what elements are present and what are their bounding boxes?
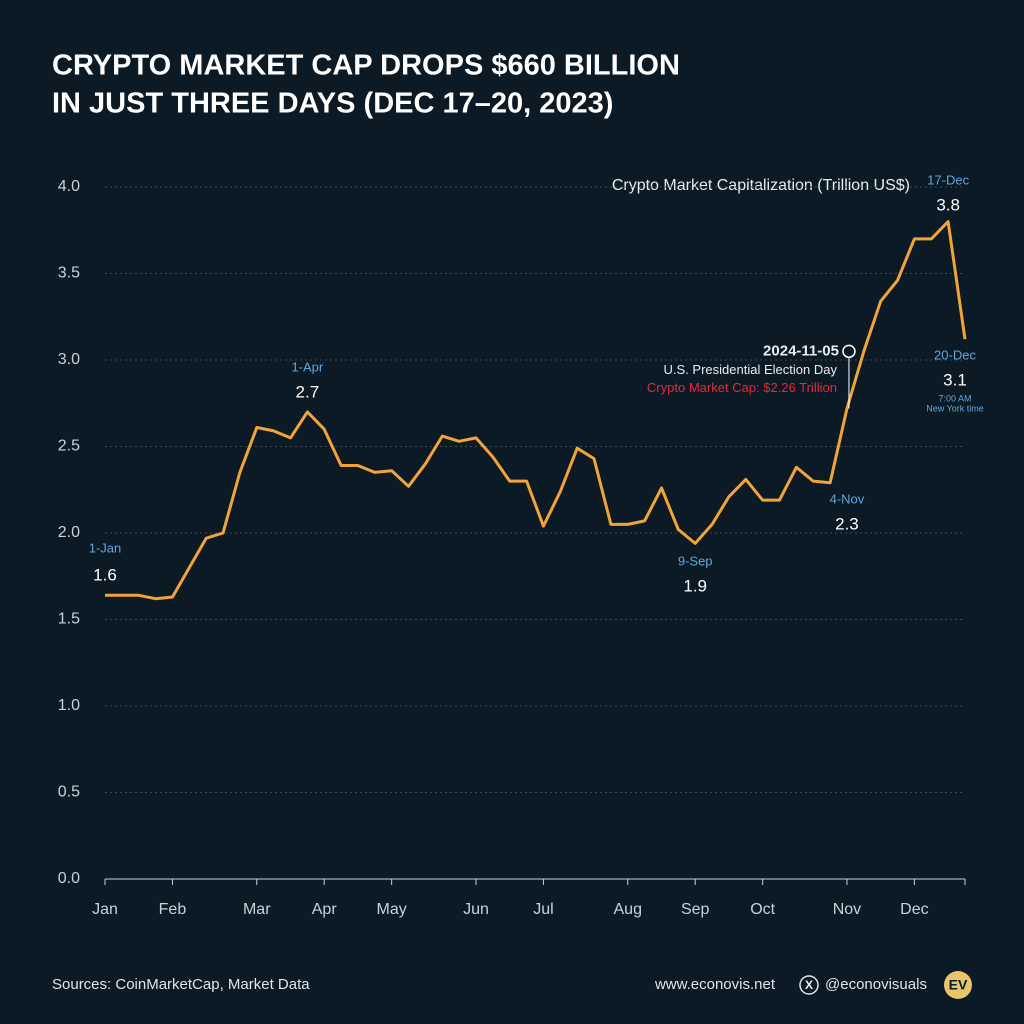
annotation-date: 1-Apr [291, 359, 323, 374]
annotation-value: 2.3 [835, 514, 859, 533]
logo-badge [944, 971, 972, 999]
annotation-value: 2.7 [296, 382, 320, 401]
annotation-value: 3.8 [936, 195, 960, 214]
annotation-date: 20-Dec [934, 347, 976, 362]
y-tick-label: 3.5 [58, 265, 80, 282]
x-tick-label: Oct [750, 901, 775, 918]
x-tick-label: Apr [312, 901, 338, 918]
source: Sources: CoinMarketCap, Market Data [52, 976, 310, 993]
x-icon [799, 975, 819, 995]
x-tick-label: Sep [681, 901, 710, 918]
annotation-date: 9-Sep [678, 553, 713, 568]
x-tick-label: Jun [463, 901, 489, 918]
x-tick-label: Jan [92, 901, 118, 918]
annotation-note: 7:00 AM [938, 393, 971, 403]
x-tick-label: Feb [159, 901, 187, 918]
handle: @econovisuals [825, 976, 927, 993]
y-tick-label: 0.0 [58, 870, 80, 887]
x-tick-label: Nov [833, 901, 861, 918]
annotation-date: 1-Jan [89, 540, 122, 555]
y-tick-label: 4.0 [58, 178, 80, 195]
series-label: Crypto Market Capitalization (Trillion U… [612, 177, 910, 194]
y-tick-label: 2.0 [58, 524, 80, 541]
y-tick-label: 0.5 [58, 784, 80, 801]
x-tick-label: Jul [533, 901, 553, 918]
annotation-value: 1.6 [93, 565, 117, 584]
x-icon-glyph: X [805, 978, 813, 992]
x-tick-label: Dec [900, 901, 928, 918]
y-tick-label: 1.5 [58, 611, 80, 628]
y-tick-label: 2.5 [58, 438, 80, 455]
event-marker [842, 344, 856, 359]
x-tick-label: Mar [243, 901, 271, 918]
website: www.econovis.net [654, 976, 776, 993]
event-text: U.S. Presidential Election Day [664, 362, 838, 377]
data-line [105, 220, 967, 601]
annotation-value: 1.9 [683, 576, 707, 595]
chart-title: IN JUST THREE DAYS (DEC 17–20, 2023) [52, 88, 613, 120]
logo: EV [949, 977, 968, 993]
annotation-date: 17-Dec [927, 172, 969, 187]
annotation-note: New York time [926, 403, 984, 413]
event-highlight: Crypto Market Cap: $2.26 Trillion [647, 380, 837, 395]
annotation-date: 4-Nov [830, 491, 865, 506]
annotation-value: 3.1 [943, 370, 967, 389]
event-date: 2024-11-05 [763, 342, 839, 359]
x-tick-label: Aug [614, 901, 642, 918]
x-tick-label: May [377, 901, 407, 918]
y-tick-label: 3.0 [58, 351, 80, 368]
chart-title: CRYPTO MARKET CAP DROPS $660 BILLION [52, 50, 680, 82]
y-tick-label: 1.0 [58, 697, 80, 714]
